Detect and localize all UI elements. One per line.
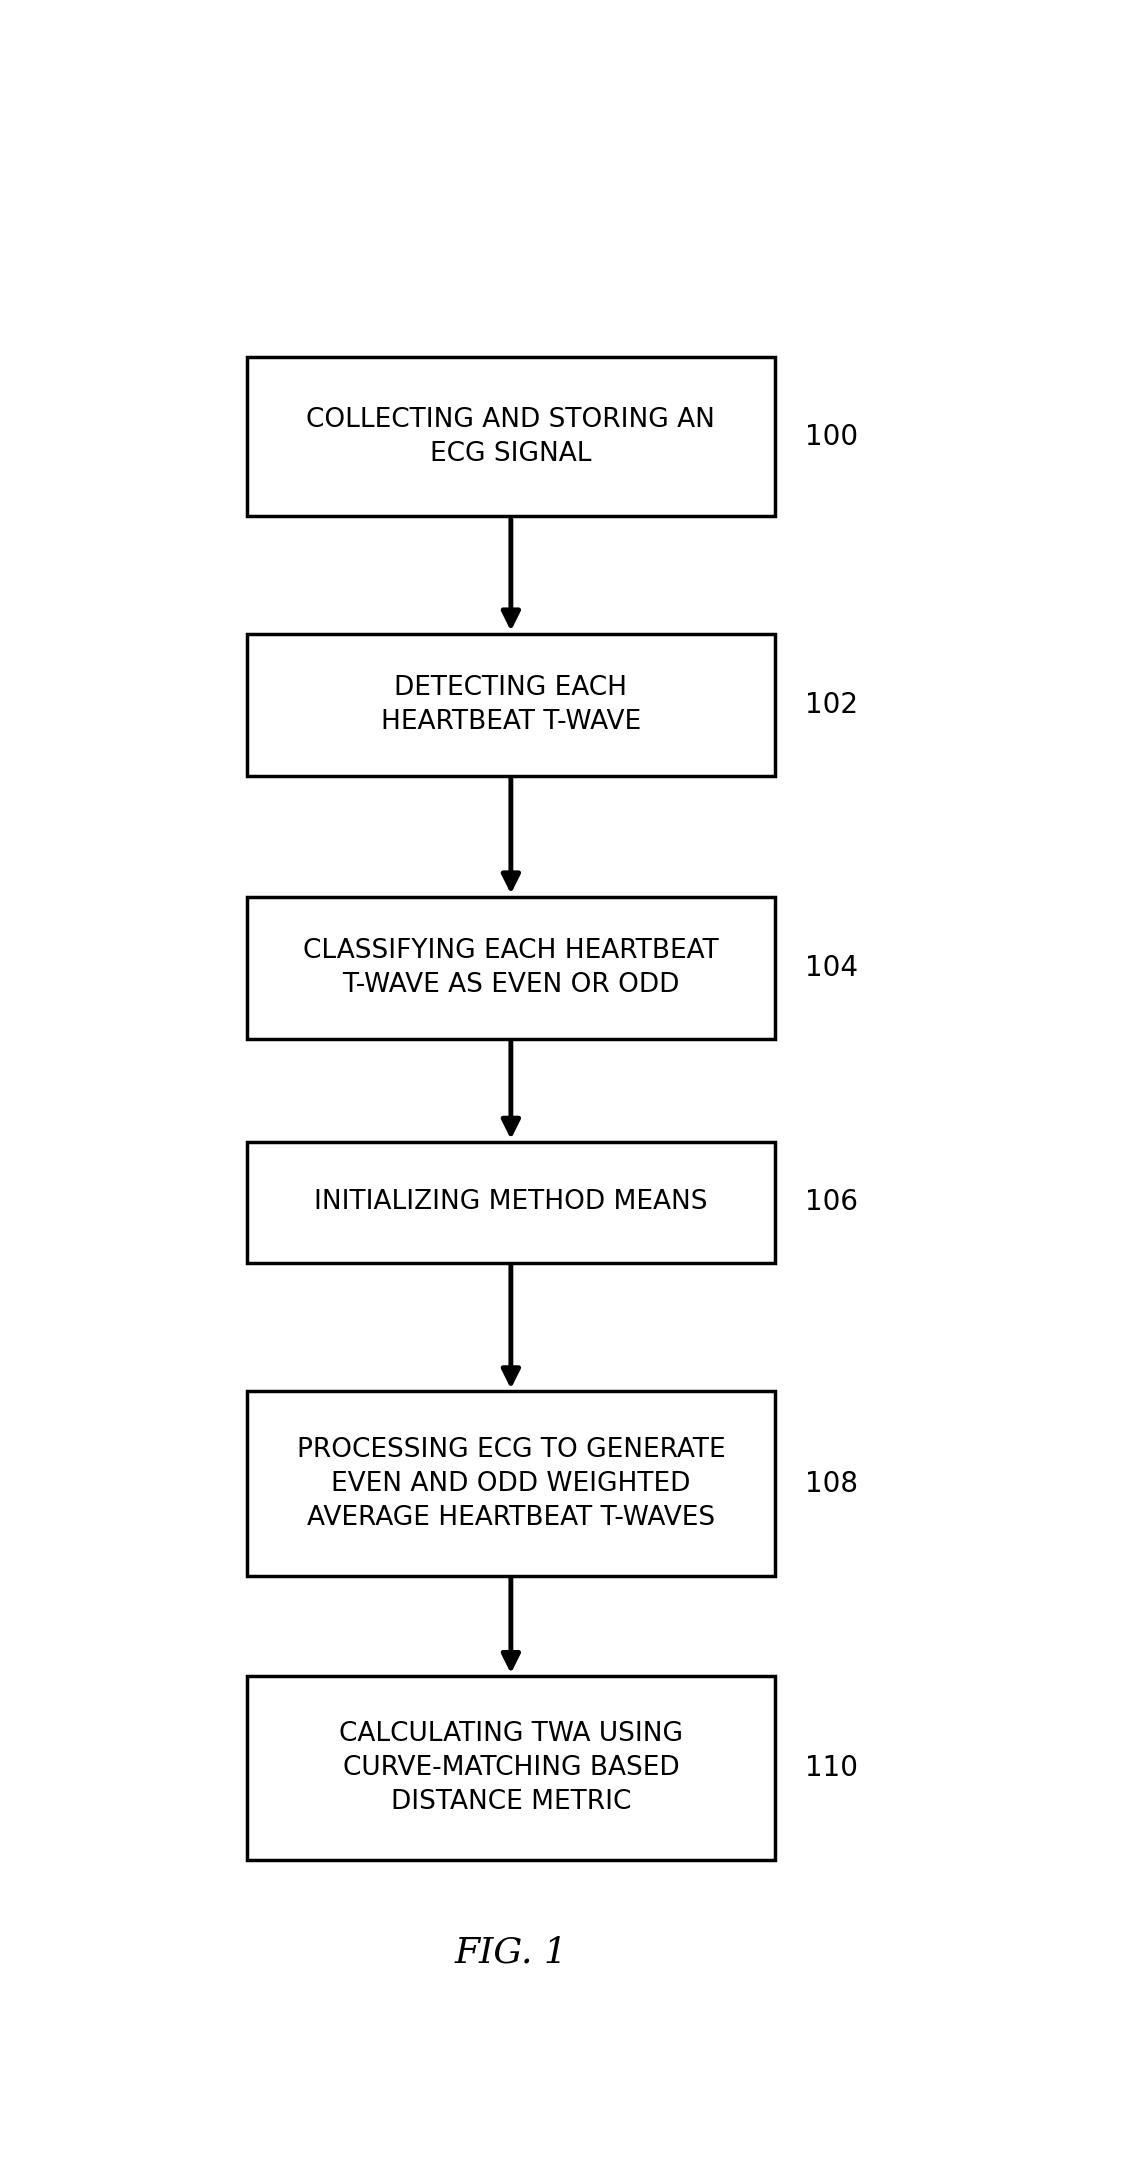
- FancyBboxPatch shape: [247, 633, 775, 776]
- Text: 110: 110: [805, 1755, 858, 1781]
- FancyBboxPatch shape: [247, 896, 775, 1040]
- Text: 106: 106: [805, 1188, 858, 1216]
- FancyBboxPatch shape: [247, 357, 775, 515]
- Text: PROCESSING ECG TO GENERATE
EVEN AND ODD WEIGHTED
AVERAGE HEARTBEAT T-WAVES: PROCESSING ECG TO GENERATE EVEN AND ODD …: [297, 1436, 725, 1531]
- Text: INITIALIZING METHOD MEANS: INITIALIZING METHOD MEANS: [314, 1190, 708, 1216]
- FancyBboxPatch shape: [247, 1677, 775, 1860]
- Text: FIG. 1: FIG. 1: [455, 1936, 567, 1971]
- FancyBboxPatch shape: [247, 1142, 775, 1261]
- Text: 104: 104: [805, 955, 858, 981]
- Text: 100: 100: [805, 422, 858, 450]
- Text: DETECTING EACH
HEARTBEAT T-WAVE: DETECTING EACH HEARTBEAT T-WAVE: [381, 674, 641, 735]
- Text: 108: 108: [805, 1470, 858, 1499]
- FancyBboxPatch shape: [247, 1392, 775, 1575]
- Text: CALCULATING TWA USING
CURVE-MATCHING BASED
DISTANCE METRIC: CALCULATING TWA USING CURVE-MATCHING BAS…: [339, 1720, 683, 1816]
- Text: 102: 102: [805, 692, 858, 718]
- Text: COLLECTING AND STORING AN
ECG SIGNAL: COLLECTING AND STORING AN ECG SIGNAL: [306, 407, 716, 468]
- Text: CLASSIFYING EACH HEARTBEAT
T-WAVE AS EVEN OR ODD: CLASSIFYING EACH HEARTBEAT T-WAVE AS EVE…: [303, 937, 719, 998]
